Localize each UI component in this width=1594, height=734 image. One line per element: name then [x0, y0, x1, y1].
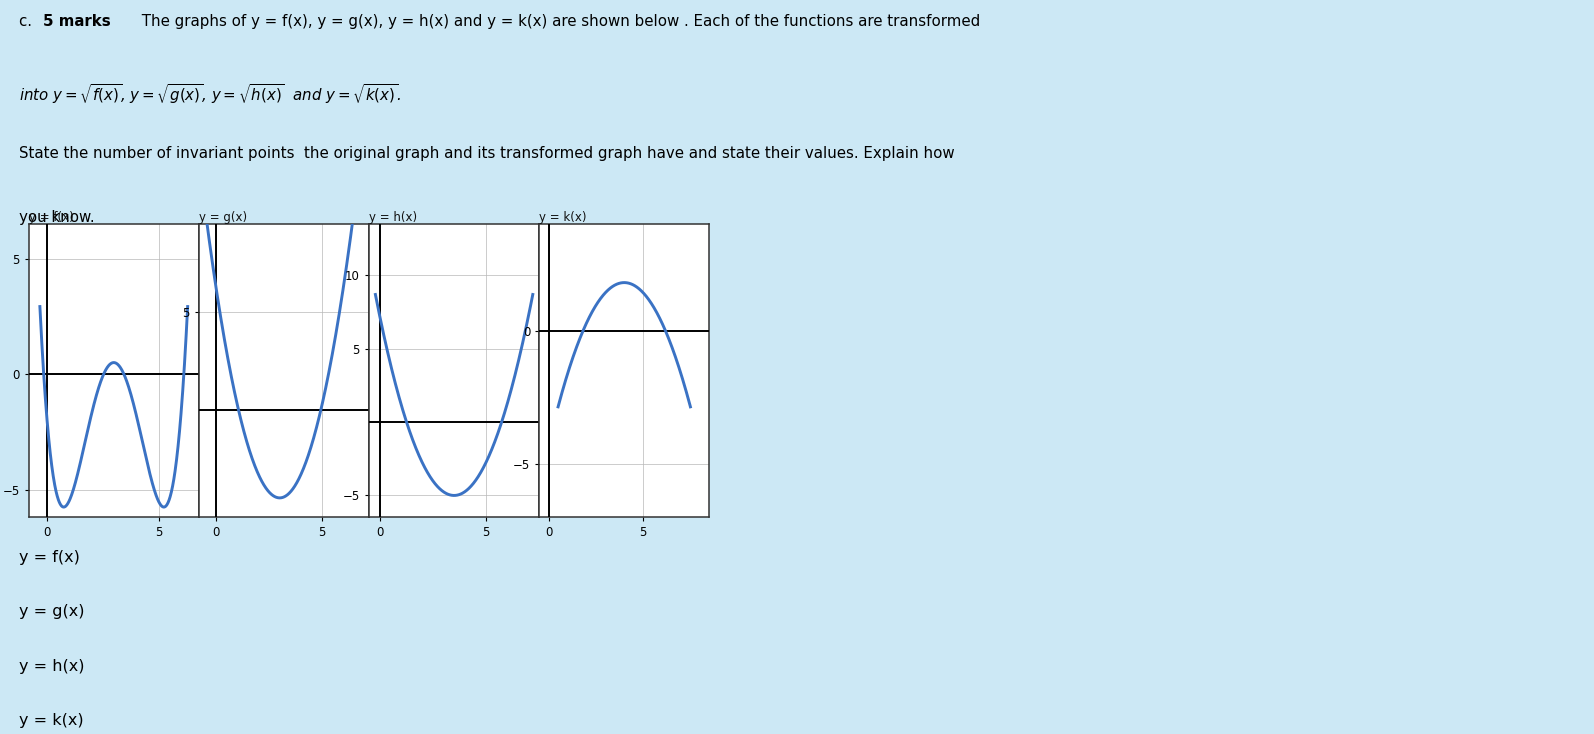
Text: c.: c. [19, 14, 37, 29]
Text: you know.: you know. [19, 210, 94, 225]
Text: into $y=\sqrt{f(x)}$, $y=\sqrt{g(x)}$, $y=\sqrt{h(x)}$  and $y=\sqrt{k(x)}$.: into $y=\sqrt{f(x)}$, $y=\sqrt{g(x)}$, $… [19, 82, 402, 106]
Text: y = h(x): y = h(x) [368, 211, 418, 224]
Text: y = g(x): y = g(x) [19, 604, 84, 619]
Text: State the number of invariant points  the original graph and its transformed gra: State the number of invariant points the… [19, 146, 955, 161]
Text: y = h(x): y = h(x) [19, 658, 84, 674]
Text: y = f(x): y = f(x) [19, 550, 80, 565]
Text: y = g(x): y = g(x) [199, 211, 247, 224]
Text: The graphs of y = f(x), y = g(x), y = h(x) and y = k(x) are shown below . Each o: The graphs of y = f(x), y = g(x), y = h(… [137, 14, 980, 29]
Text: y = k(x): y = k(x) [19, 713, 83, 728]
Text: y = k(x): y = k(x) [539, 211, 587, 224]
Text: 5 marks: 5 marks [43, 14, 110, 29]
Text: y = f(x): y = f(x) [29, 211, 73, 224]
